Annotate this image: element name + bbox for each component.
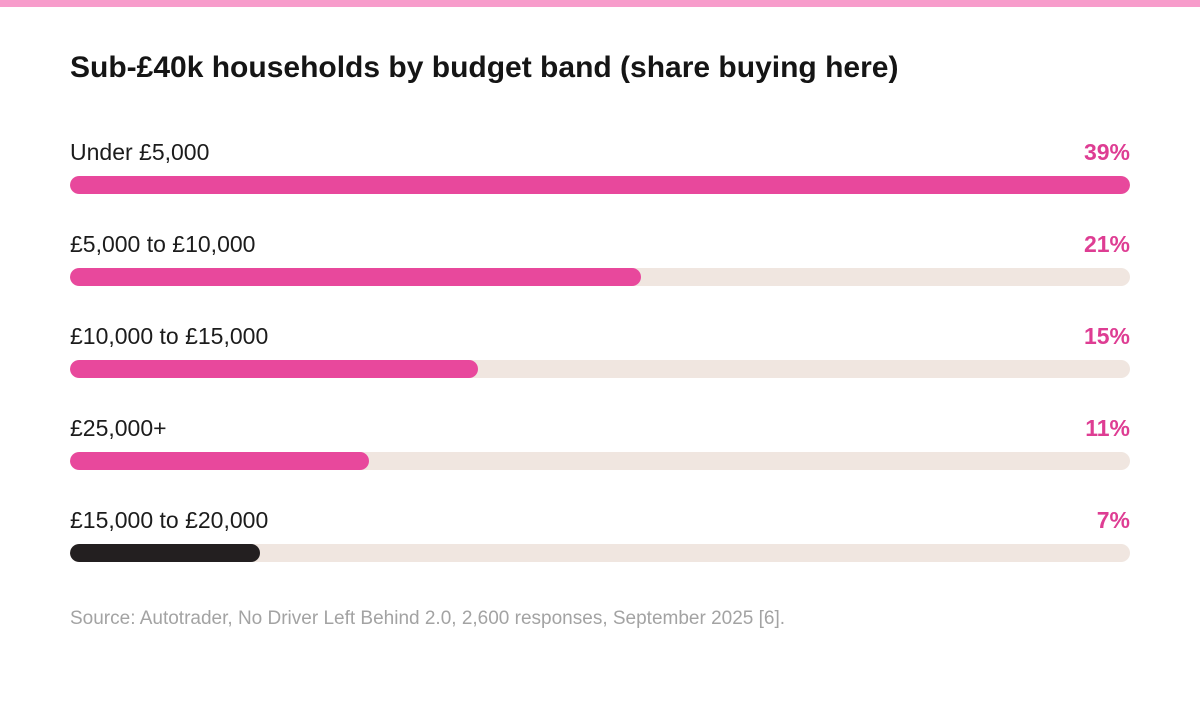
bar-fill: [70, 544, 261, 562]
bar-category-label: £25,000+: [70, 415, 167, 441]
bar-value-label: 15%: [1083, 323, 1130, 349]
bar-value-label: 21%: [1083, 231, 1130, 257]
bar-fill: [70, 268, 641, 286]
bar-row: £5,000 to £10,000 21%: [70, 230, 1130, 290]
bar-fill: [70, 360, 478, 378]
bar-category-label: £10,000 to £15,000: [70, 323, 269, 349]
bar-row: £10,000 to £15,000 15%: [70, 322, 1130, 382]
bar-fill: [70, 176, 1130, 194]
bar-track: [70, 360, 1130, 378]
bar-category-label: Under £5,000: [70, 139, 210, 165]
bar-category-label: £15,000 to £20,000: [70, 507, 269, 533]
source-note: Source: Autotrader, No Driver Left Behin…: [70, 608, 786, 629]
bar-track: [70, 268, 1130, 286]
bar-chart: Under £5,000 39% £5,000 to £10,000 21% £10,0…: [70, 0, 1130, 600]
bar-row: £15,000 to £20,000 7%: [70, 506, 1130, 566]
bar-category-label: £5,000 to £10,000: [70, 231, 256, 257]
bar-value-label: 39%: [1083, 139, 1130, 165]
bar-value-label: 7%: [1096, 507, 1130, 533]
top-accent-stripe: [0, 0, 1200, 7]
bar-row: £25,000+ 11%: [70, 414, 1130, 474]
bar-track: [70, 176, 1130, 194]
bar-row: Under £5,000 39%: [70, 138, 1130, 198]
bar-value-label: 11%: [1085, 415, 1130, 441]
bar-track: [70, 452, 1130, 470]
bar-track: [70, 544, 1130, 562]
bar-fill: [70, 452, 369, 470]
chart-title: Sub-£40k households by budget band (shar…: [70, 51, 899, 84]
